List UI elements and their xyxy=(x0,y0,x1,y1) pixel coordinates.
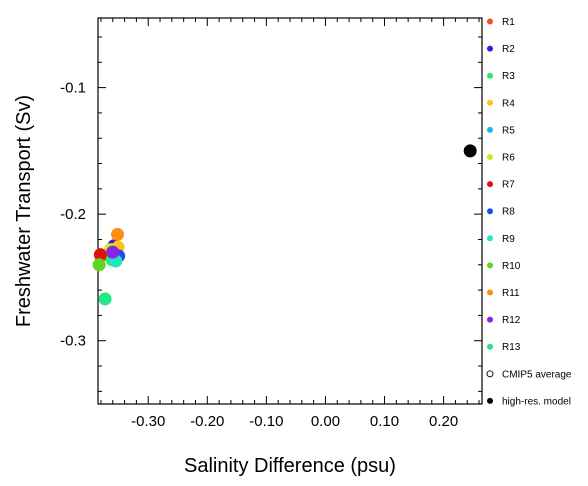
data-point-r11 xyxy=(110,227,124,241)
legend-label-r6: R6 xyxy=(502,153,515,164)
legend-label-r11: R11 xyxy=(502,288,520,299)
legend-label-r3: R3 xyxy=(502,71,515,82)
data-points xyxy=(92,144,477,306)
x-tick-label: -0.30 xyxy=(131,413,165,430)
legend-label-r5: R5 xyxy=(502,125,515,136)
legend-label-r9: R9 xyxy=(502,234,515,245)
y-axis-title: Freshwater Transport (Sv) xyxy=(13,95,35,327)
legend-marker-r7 xyxy=(487,181,493,188)
data-point-r12 xyxy=(106,245,120,259)
legend-label-high-res-model: high-res. model xyxy=(502,396,571,407)
y-tick-label: -0.2 xyxy=(60,206,86,223)
legend-label-r10: R10 xyxy=(502,261,521,272)
x-tick-label: 0.20 xyxy=(429,413,458,430)
legend-marker-cmip5-average xyxy=(486,370,494,378)
x-tick-label: 0.00 xyxy=(311,413,340,430)
legend-marker-r8 xyxy=(487,208,493,215)
legend-marker-high-res-model xyxy=(487,397,493,404)
legend-marker-r5 xyxy=(487,126,493,133)
legend-marker-r1 xyxy=(487,18,493,25)
x-tick-label: -0.10 xyxy=(249,413,283,430)
legend-marker-r9 xyxy=(487,235,493,242)
data-point-high-res-model xyxy=(463,144,477,158)
legend-label-r1: R1 xyxy=(502,17,515,28)
data-point-r7 xyxy=(93,248,107,262)
legend-label-r2: R2 xyxy=(502,44,515,55)
legend-marker-r12 xyxy=(487,316,493,323)
x-tick-label: -0.20 xyxy=(190,413,224,430)
legend-marker-r10 xyxy=(487,262,493,269)
x-axis-title: Salinity Difference (psu) xyxy=(184,455,396,477)
legend-label-r4: R4 xyxy=(502,98,515,109)
y-tick-label: -0.3 xyxy=(60,333,86,350)
legend-marker-r2 xyxy=(487,45,493,52)
legend-label-r13: R13 xyxy=(502,342,521,353)
data-point-r10 xyxy=(92,258,106,272)
x-tick-label: 0.10 xyxy=(370,413,399,430)
legend-label-cmip5-average: CMIP5 average xyxy=(502,369,572,380)
legend: R1 R2 R3 R4 R5 R6 R7 R8 R9 R10 R11 R12 R13 CMIP5 aver… xyxy=(486,17,572,407)
legend-label-r8: R8 xyxy=(502,207,515,218)
legend-label-r12: R12 xyxy=(502,315,521,326)
axes: -0.30 -0.20 -0.10 0.00 0.10 0.20 -0.1 -0.2 -0.3 xyxy=(60,17,483,430)
legend-marker-r6 xyxy=(487,154,493,160)
legend-marker-r4 xyxy=(487,99,493,106)
plot-frame xyxy=(97,17,483,405)
legend-label-r7: R7 xyxy=(502,180,515,191)
legend-marker-r13 xyxy=(487,343,493,350)
legend-marker-r11 xyxy=(487,289,493,296)
data-point-r13 xyxy=(98,292,112,306)
legend-marker-r3 xyxy=(487,72,493,79)
y-tick-label: -0.1 xyxy=(60,80,86,97)
